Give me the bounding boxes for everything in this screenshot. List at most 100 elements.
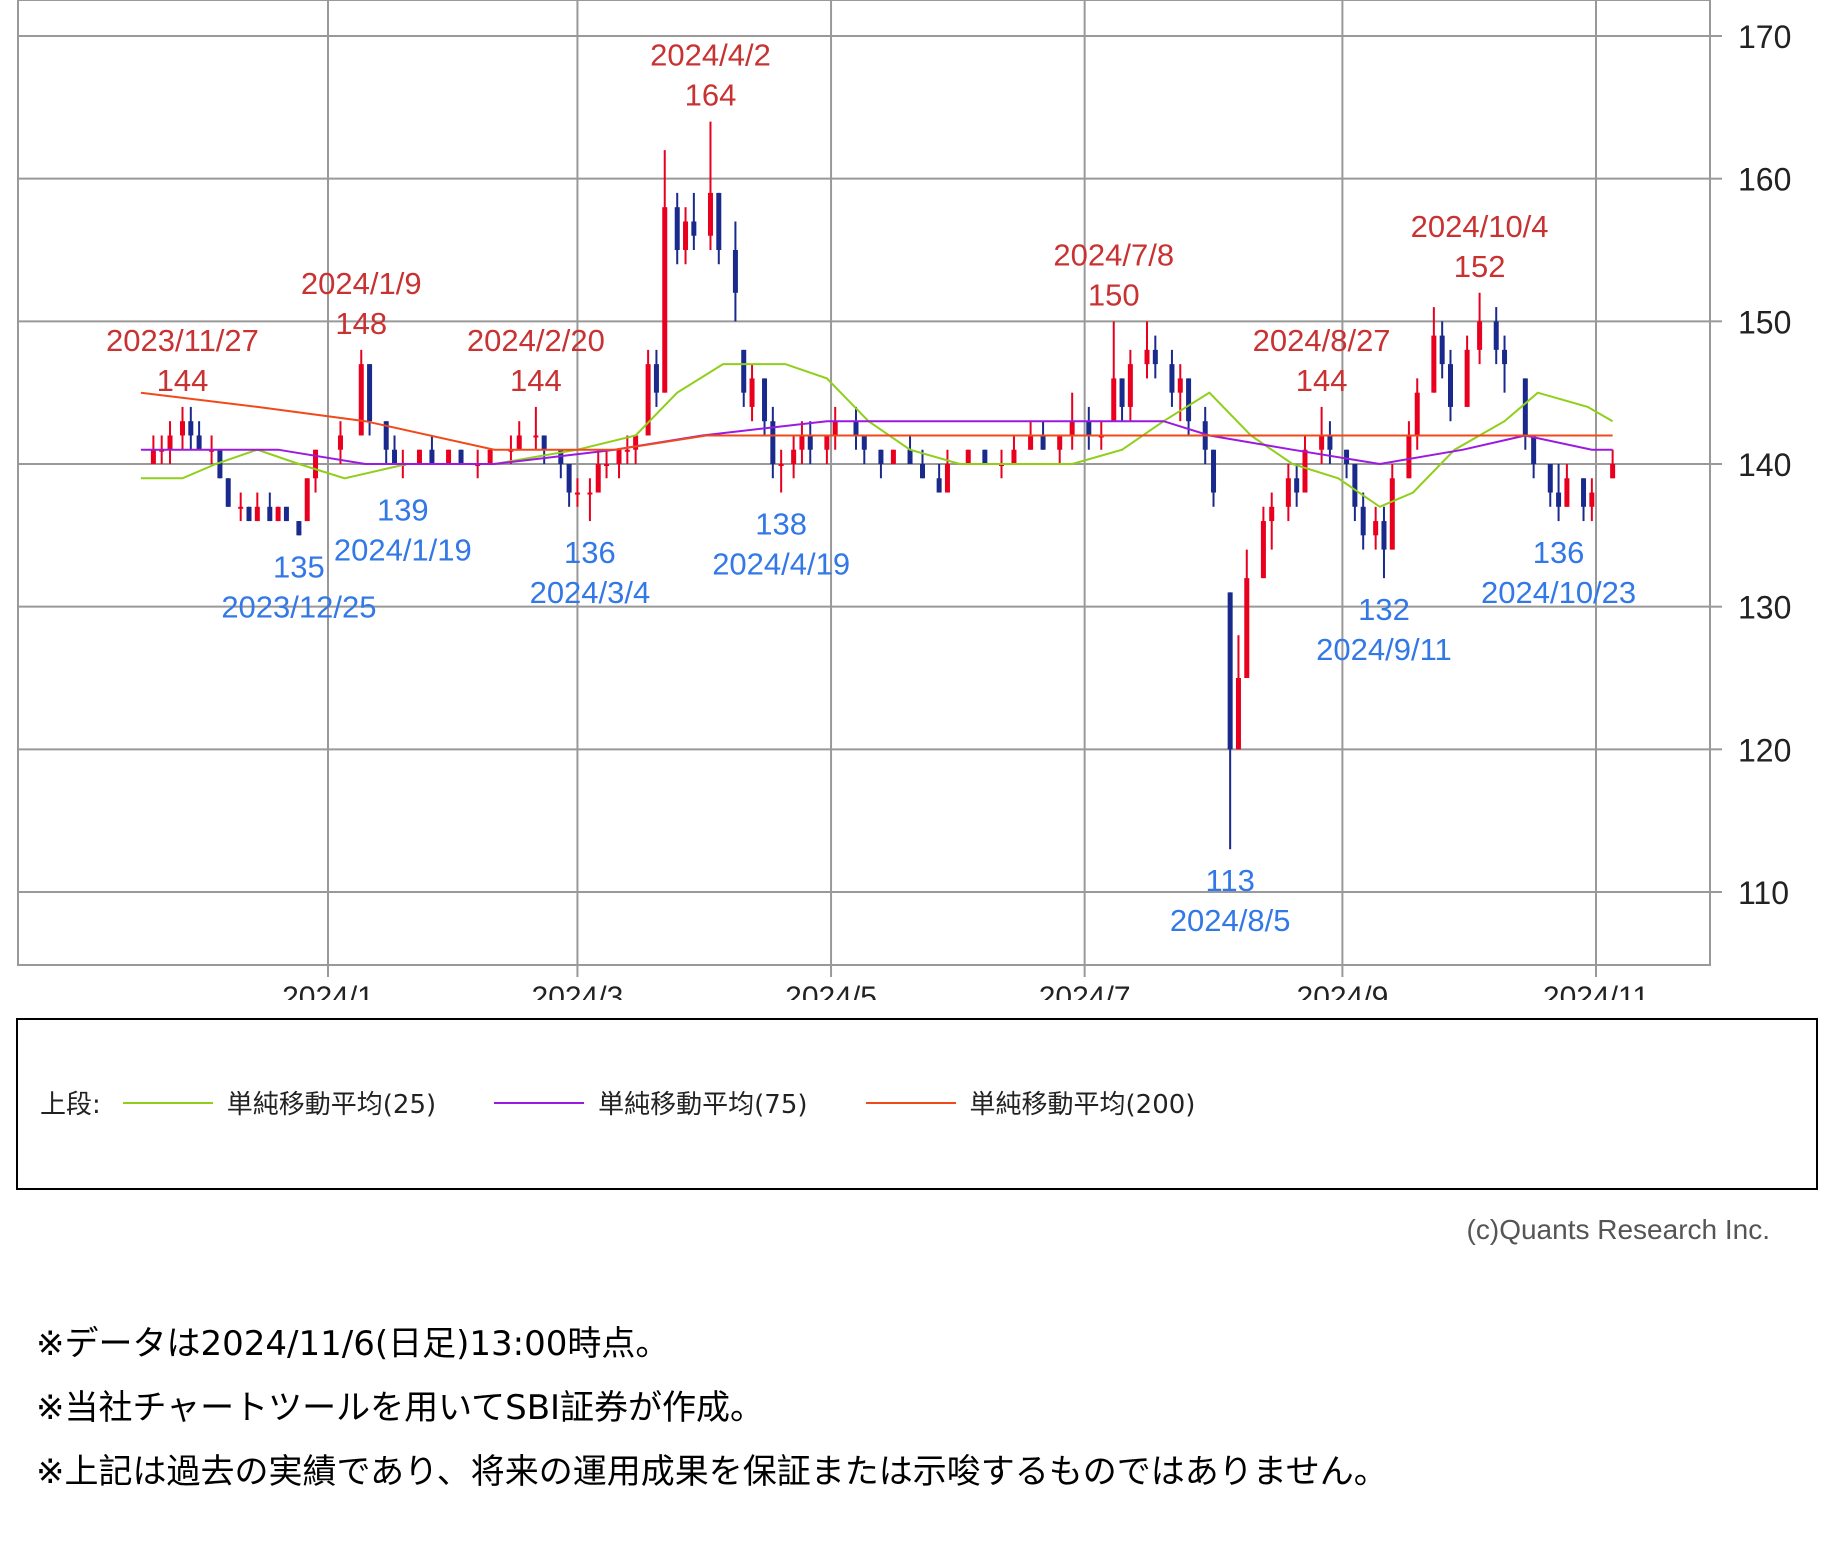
candle-body: [982, 449, 988, 464]
candle-body: [1447, 364, 1453, 407]
candle-body: [392, 449, 398, 464]
candle-body: [1169, 364, 1175, 393]
candle-body: [645, 364, 651, 436]
candle-body: [1302, 449, 1308, 493]
candle-body: [167, 435, 173, 450]
candle-body: [1186, 378, 1192, 422]
candle-body: [533, 435, 539, 438]
candle-body: [446, 449, 452, 464]
candle-body: [196, 435, 202, 450]
candle-body: [1414, 392, 1420, 436]
candle-body: [691, 221, 697, 236]
candle-body: [1211, 449, 1217, 493]
candle-body: [936, 478, 942, 493]
annotation-low-line2: 2024/1/19: [334, 532, 472, 567]
candle-body: [1235, 678, 1241, 750]
annotation-low-line1: 138: [755, 507, 807, 542]
candle-body: [633, 435, 639, 450]
candles: [150, 121, 1616, 850]
candle-body: [1406, 435, 1412, 479]
candle-body: [1111, 378, 1117, 422]
ma-line-0: [140, 363, 1614, 508]
annotation-low-line2: 2024/3/4: [530, 575, 651, 610]
legend-label-ma75: 単純移動平均(75): [598, 1090, 808, 1120]
candle-body: [1431, 335, 1437, 393]
candle-body: [1502, 349, 1508, 365]
legend-entry-ma75: 単純移動平均(75): [494, 1084, 808, 1121]
annotation-low-line2: 2024/10/23: [1481, 575, 1636, 610]
candle-body: [179, 421, 185, 436]
candle-body: [1069, 421, 1075, 436]
candle-body: [1477, 321, 1483, 350]
legend-entry-ma200: 単純移動平均(200): [865, 1084, 1196, 1121]
candle-body: [150, 449, 156, 464]
ma-line-1: [140, 420, 1613, 466]
annotation-high-line2: 144: [1296, 363, 1348, 398]
candle-body: [313, 449, 319, 479]
candle-body: [587, 492, 593, 495]
axes: 110 120 130 140 150 160 170 2024/1 2024/3 2024/5 2…: [282, 19, 1791, 1000]
candle-body: [1522, 378, 1528, 436]
legend-swatch-ma75: [494, 1101, 585, 1104]
stock-chart: 2023/11/27 144 2024/1/9 148 2024/2/20 144 2024…: [17, 0, 1791, 1000]
legend-row: 上段: 単純移動平均(25) 単純移動平均(75) 単純移動平均(200): [40, 1084, 1253, 1121]
footnotes: ※データは2024/11/6(日足)13:00時点。 ※当社チャートツールを用い…: [36, 1312, 1388, 1504]
annotation-low-line2: 2024/8/5: [1170, 903, 1291, 938]
candle-body: [749, 378, 755, 407]
candle-body: [188, 421, 194, 436]
candle-body: [732, 250, 738, 293]
annotation-low-line1: 113: [1205, 863, 1254, 898]
y-tick-label-130: 130: [1738, 590, 1791, 626]
footnote-data-time: ※データは2024/11/6(日足)13:00時点。: [36, 1324, 670, 1364]
candle-body: [541, 435, 547, 450]
candle-body: [1177, 378, 1183, 393]
candle-body: [283, 506, 289, 522]
annotation-high-line1: 2024/1/9: [301, 266, 422, 301]
candle-body: [1294, 478, 1300, 493]
moving-averages: [140, 363, 1614, 508]
annotation-high-line2: 164: [685, 78, 737, 113]
candle-body: [1057, 435, 1063, 450]
annotation-low-line1: 135: [273, 549, 325, 584]
candle-body: [716, 192, 722, 250]
annotation-low-line2: 2024/4/19: [712, 547, 850, 582]
candle-body: [799, 435, 805, 450]
candle-body: [1260, 521, 1266, 579]
legend-prefix: 上段:: [40, 1090, 101, 1120]
ma-line-2: [140, 391, 1613, 451]
candle-body: [1360, 506, 1366, 536]
candle-body: [878, 449, 884, 464]
annotation-high-line1: 2024/10/4: [1411, 209, 1549, 244]
candle-body: [1439, 335, 1445, 365]
candle-body: [853, 421, 859, 436]
annotation-high-line2: 144: [510, 363, 562, 398]
candle-body: [653, 364, 659, 393]
x-tick-label-2024/3: 2024/3: [532, 981, 624, 1000]
annotation-low-line1: 139: [377, 492, 429, 527]
candle-body: [1086, 421, 1092, 436]
candle-body: [217, 449, 223, 479]
candle-body: [516, 435, 522, 450]
candle-body: [824, 435, 830, 450]
candle-body: [416, 449, 422, 464]
candle-body: [907, 449, 913, 464]
y-tick-label-120: 120: [1738, 732, 1791, 768]
candle-body: [1610, 464, 1616, 479]
plot-area: [17, 0, 1711, 966]
candle-body: [254, 506, 260, 522]
legend-label-ma200: 単純移動平均(200): [969, 1090, 1196, 1120]
candle-body: [1152, 349, 1158, 365]
candle-body: [1011, 449, 1017, 464]
candle-body: [1028, 435, 1034, 450]
annotation-high-line2: 152: [1454, 249, 1506, 284]
legend-box: 上段: 単純移動平均(25) 単純移動平均(75) 単純移動平均(200): [16, 1018, 1818, 1190]
candle-body: [1319, 435, 1325, 450]
footnote-disclaimer: ※上記は過去の実績であり、将来の運用成果を保証または示唆するものではありません。: [36, 1452, 1388, 1492]
copyright-text: (c)Quants Research Inc.: [1466, 1214, 1770, 1245]
candle-body: [791, 449, 797, 464]
candle-body: [1556, 492, 1562, 507]
annotation-low-line2: 2024/9/11: [1316, 632, 1452, 667]
annotation-high-line1: 2023/11/27: [106, 323, 259, 358]
candle-body: [508, 449, 514, 452]
candle-body: [1564, 478, 1570, 507]
